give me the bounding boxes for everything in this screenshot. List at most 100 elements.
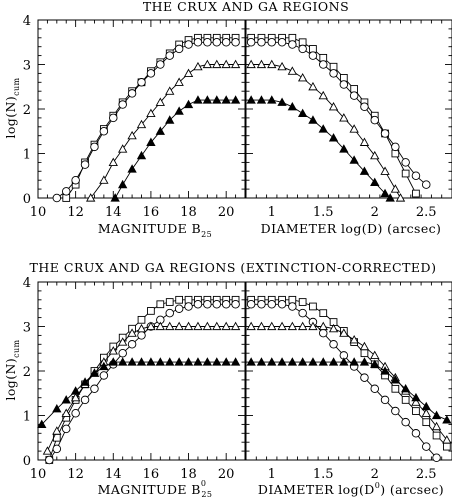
data-point (395, 193, 406, 202)
data-point (184, 302, 193, 311)
data-point (350, 85, 359, 93)
data-point (118, 357, 128, 366)
x-tick-label: 20 (218, 467, 235, 482)
plot-frame (37, 281, 246, 461)
data-point (127, 164, 137, 173)
series-line (41, 361, 236, 425)
data-point (80, 160, 90, 169)
data-point (99, 371, 109, 380)
data-point (256, 321, 267, 331)
series-square (45, 295, 240, 464)
y-tick-label: 3 (23, 59, 31, 74)
data-point (99, 361, 109, 371)
data-point (277, 300, 287, 309)
data-point (360, 373, 369, 382)
data-point (277, 357, 287, 366)
data-point (70, 386, 81, 395)
data-point (277, 61, 287, 71)
data-point (108, 357, 118, 366)
data-point (136, 119, 147, 129)
data-point (147, 307, 155, 315)
series-triangle-filled (110, 95, 241, 202)
data-point (99, 175, 109, 184)
data-point (231, 38, 240, 47)
data-point (349, 357, 359, 366)
data-point (257, 38, 266, 47)
data-point (339, 357, 349, 366)
data-point (401, 396, 410, 404)
data-point (308, 115, 318, 124)
data-point (318, 90, 328, 100)
data-point (246, 59, 256, 69)
data-point (230, 321, 241, 331)
data-point (127, 340, 137, 349)
data-point (288, 33, 297, 42)
data-point (80, 377, 90, 386)
data-point (193, 95, 203, 104)
data-point (432, 453, 441, 463)
data-point (174, 357, 184, 366)
data-point (328, 133, 339, 142)
data-point (202, 357, 213, 366)
data-point (184, 295, 193, 304)
data-point (174, 304, 184, 313)
data-point (380, 166, 390, 175)
data-point (203, 300, 212, 309)
data-point (267, 95, 277, 104)
data-point (360, 102, 369, 112)
top-left-xlabel-sub: 25 (201, 230, 212, 239)
x-tick-label: 16 (143, 467, 160, 482)
svg-text:log(N)cum: log(N)cum (3, 77, 21, 138)
data-point (37, 419, 47, 428)
data-point (287, 101, 298, 111)
data-point (319, 60, 328, 69)
series-triangle-open (86, 59, 241, 202)
data-point (319, 53, 328, 62)
data-point (137, 315, 146, 324)
plot-frame (37, 19, 246, 199)
data-point (110, 193, 120, 202)
data-point (339, 80, 349, 89)
series-square (62, 33, 240, 202)
series-line (65, 37, 236, 199)
data-point (212, 95, 222, 104)
series-triangle-filled (246, 95, 395, 202)
data-point (391, 406, 400, 416)
data-point (230, 357, 241, 366)
data-point (370, 177, 380, 187)
panel-bottom-right: 1 1.5 2 2.5 (245, 281, 452, 482)
series-circle (246, 38, 431, 189)
series-line (251, 37, 417, 194)
data-point (203, 38, 212, 47)
data-point (370, 359, 380, 368)
x-tick-label: 2.5 (416, 205, 437, 220)
x-tick-label: 14 (105, 205, 122, 220)
data-point (136, 357, 147, 366)
data-point (431, 421, 442, 431)
data-point (174, 106, 184, 115)
data-point (411, 171, 421, 180)
data-point (288, 302, 297, 311)
plot-frame (245, 19, 452, 199)
data-point (62, 194, 71, 202)
x-tick-label: 2.5 (416, 467, 437, 482)
data-point (319, 328, 328, 338)
data-point (267, 38, 277, 47)
data-point (339, 144, 349, 153)
y-tick-label: 4 (23, 276, 31, 291)
data-point (422, 442, 431, 451)
data-point (175, 295, 183, 304)
data-point (319, 309, 328, 318)
data-point (71, 409, 80, 418)
data-point (109, 113, 118, 123)
data-point (221, 321, 231, 331)
data-point (61, 395, 71, 404)
data-point (318, 321, 328, 331)
data-point (146, 69, 156, 78)
data-point (165, 298, 174, 306)
data-point (391, 142, 400, 152)
x-tick-label: 14 (105, 467, 122, 482)
data-point (359, 357, 370, 366)
data-point (422, 180, 431, 189)
